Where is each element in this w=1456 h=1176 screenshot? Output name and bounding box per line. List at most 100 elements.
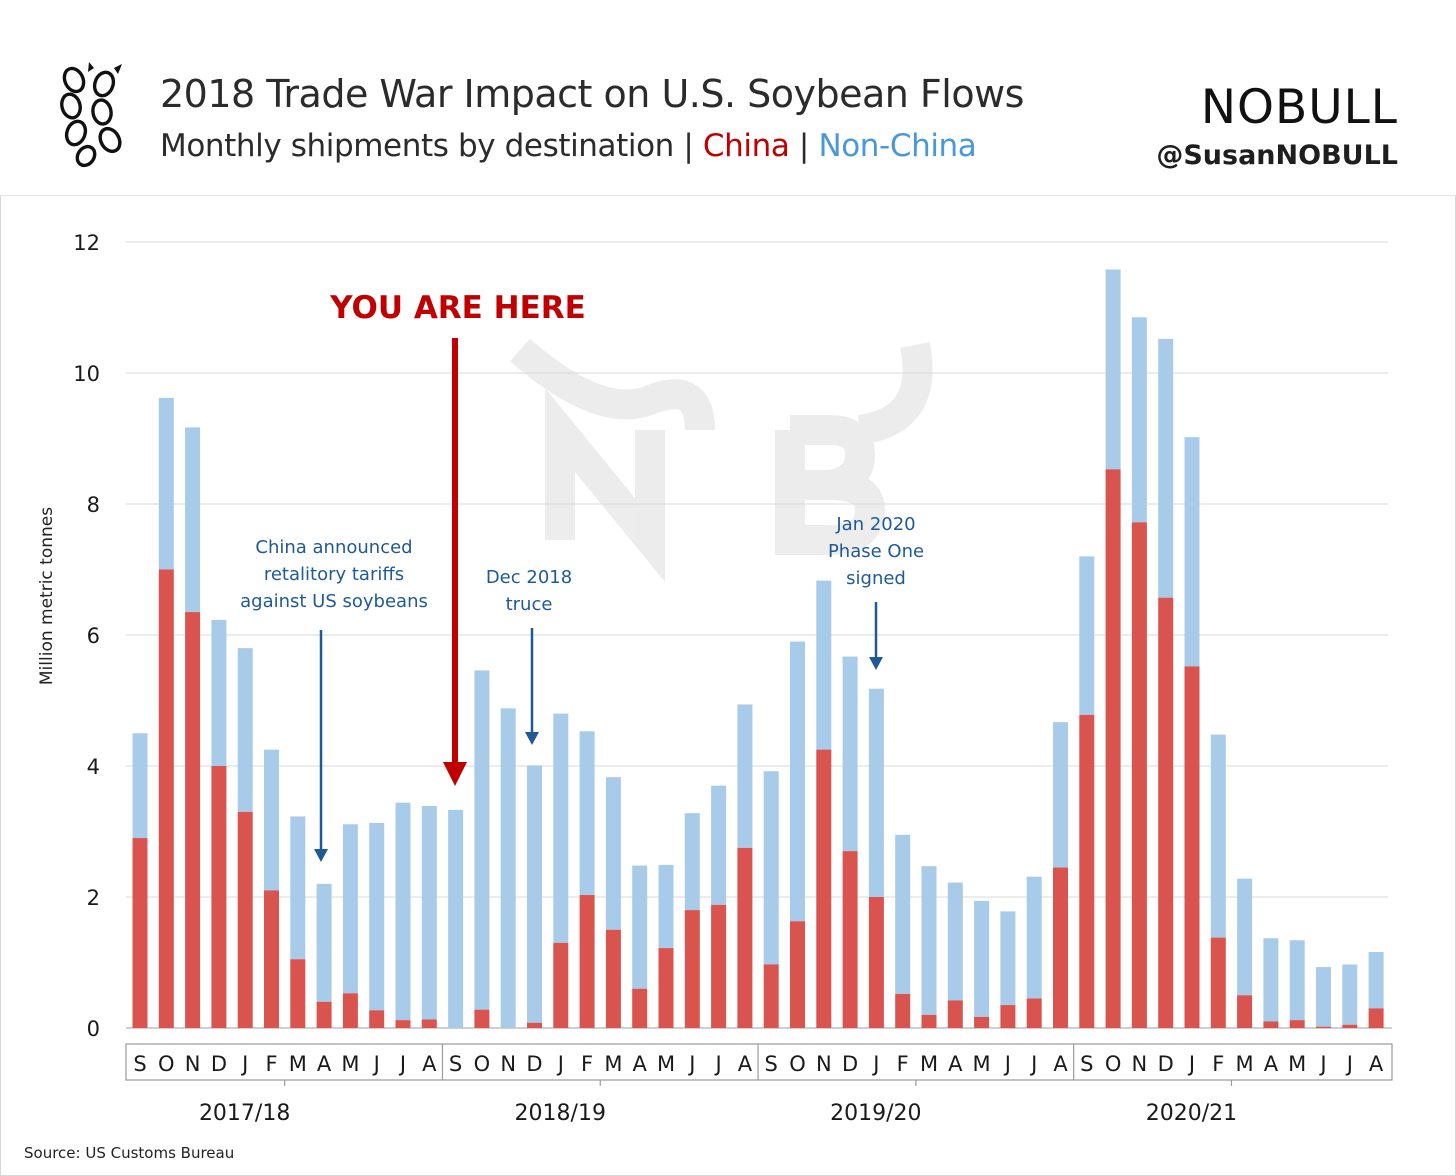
bar-china: [1368, 1008, 1384, 1028]
header: 2018 Trade War Impact on U.S. Soybean Fl…: [0, 0, 1456, 196]
bar-non-china: [527, 765, 542, 1023]
bar-non-china: [1026, 876, 1042, 999]
x-tick-label: O: [158, 1052, 175, 1076]
season-label: 2020/21: [1146, 1101, 1237, 1126]
bar-non-china: [868, 688, 884, 897]
x-tick-label: A: [1264, 1052, 1279, 1076]
x-tick-label: A: [633, 1052, 648, 1076]
x-tick-label: A: [1369, 1052, 1384, 1076]
bar-china: [895, 993, 911, 1028]
bar-non-china: [1131, 317, 1147, 523]
bar-china: [211, 766, 227, 1028]
bar-china: [1289, 1020, 1305, 1028]
bar-china: [1237, 995, 1253, 1028]
nobull-watermark-icon: [510, 338, 933, 583]
y-tick-label: 6: [87, 624, 100, 648]
bar-china: [369, 1010, 385, 1028]
x-tick-label: M: [341, 1052, 359, 1076]
bar-china: [1131, 522, 1147, 1028]
x-tick-label: J: [372, 1052, 380, 1076]
subtitle-prefix: Monthly shipments by destination |: [160, 128, 694, 164]
x-tick-label: D: [211, 1052, 227, 1076]
x-tick-label: M: [920, 1052, 938, 1076]
x-tick-label: J: [398, 1052, 406, 1076]
bar-non-china: [658, 864, 674, 949]
bar-china: [868, 897, 884, 1028]
x-tick-label: J: [556, 1052, 564, 1076]
x-tick-label: N: [500, 1052, 516, 1076]
x-tick-label: J: [1029, 1052, 1037, 1076]
bar-non-china: [185, 427, 201, 613]
x-tick-label: J: [1187, 1052, 1195, 1076]
season-label: 2019/20: [830, 1101, 921, 1126]
x-tick-label: N: [816, 1052, 832, 1076]
bar-non-china: [1105, 269, 1121, 470]
bar-china: [1316, 1026, 1331, 1028]
annotation-text: retalitory tariffs: [264, 564, 404, 585]
annotation-text: Phase One: [828, 541, 924, 562]
bar-non-china: [342, 824, 358, 994]
bar-china: [395, 1020, 411, 1028]
x-tick-label: M: [1288, 1052, 1306, 1076]
bar-non-china: [579, 731, 595, 896]
chart-title: 2018 Trade War Impact on U.S. Soybean Fl…: [160, 72, 1024, 116]
bar-china: [316, 1001, 332, 1028]
bar-china: [1079, 714, 1095, 1028]
x-tick-label: S: [1080, 1052, 1093, 1076]
x-tick-label: O: [1105, 1052, 1122, 1076]
bar-china: [737, 847, 753, 1028]
x-tick-label: S: [765, 1052, 778, 1076]
bar-non-china: [1289, 940, 1305, 1021]
x-tick-label: F: [1212, 1052, 1224, 1076]
bar-china: [474, 1009, 490, 1028]
bar-non-china: [842, 656, 858, 852]
x-tick-label: J: [1318, 1052, 1326, 1076]
bar-non-china: [132, 733, 148, 839]
annotation-text: China announced: [255, 537, 412, 558]
y-tick-label: 10: [73, 362, 100, 386]
x-axis-category-box: [125, 1043, 1393, 1081]
bar-non-china: [1316, 967, 1331, 1027]
bar-non-china: [974, 900, 990, 1017]
y-tick-label: 4: [87, 755, 100, 779]
bar-non-china: [737, 704, 753, 848]
bar-non-china: [605, 777, 621, 930]
bar-china: [842, 851, 858, 1028]
x-tick-label: F: [897, 1052, 909, 1076]
soybean-pod-icon: [60, 62, 122, 168]
bar-non-china: [1079, 556, 1095, 715]
bar-china: [1342, 1024, 1358, 1028]
bar-china: [921, 1014, 937, 1028]
x-tick-label: A: [422, 1052, 437, 1076]
bar-non-china: [684, 813, 700, 911]
x-tick-label: J: [713, 1052, 721, 1076]
subtitle-china: China: [702, 128, 790, 164]
bar-china: [132, 838, 148, 1028]
bar-china: [605, 929, 621, 1028]
bar-china: [421, 1019, 437, 1028]
bar-non-china: [1237, 878, 1253, 996]
bar-china: [553, 942, 569, 1028]
x-tick-label: O: [474, 1052, 491, 1076]
bar-china: [947, 1000, 963, 1028]
bar-non-china: [448, 809, 464, 1028]
x-tick-label: M: [657, 1052, 675, 1076]
x-tick-label: J: [1345, 1052, 1353, 1076]
bar-non-china: [1263, 938, 1279, 1022]
bar-china: [658, 948, 674, 1028]
brand-logo: NOBULL: [1200, 80, 1398, 135]
bar-china: [1026, 998, 1042, 1028]
bar-china: [579, 895, 595, 1028]
x-tick-label: A: [317, 1052, 332, 1076]
x-tick-label: D: [842, 1052, 858, 1076]
bar-non-china: [211, 619, 227, 766]
y-tick-label: 2: [87, 886, 100, 910]
y-axis-title: Million metric tonnes: [37, 507, 57, 685]
bar-non-china: [290, 816, 306, 960]
bar-china: [1263, 1021, 1279, 1028]
bar-non-china: [264, 749, 279, 891]
x-tick-label: A: [1053, 1052, 1068, 1076]
annotation-text: signed: [846, 568, 906, 589]
x-tick-label: N: [1132, 1052, 1148, 1076]
